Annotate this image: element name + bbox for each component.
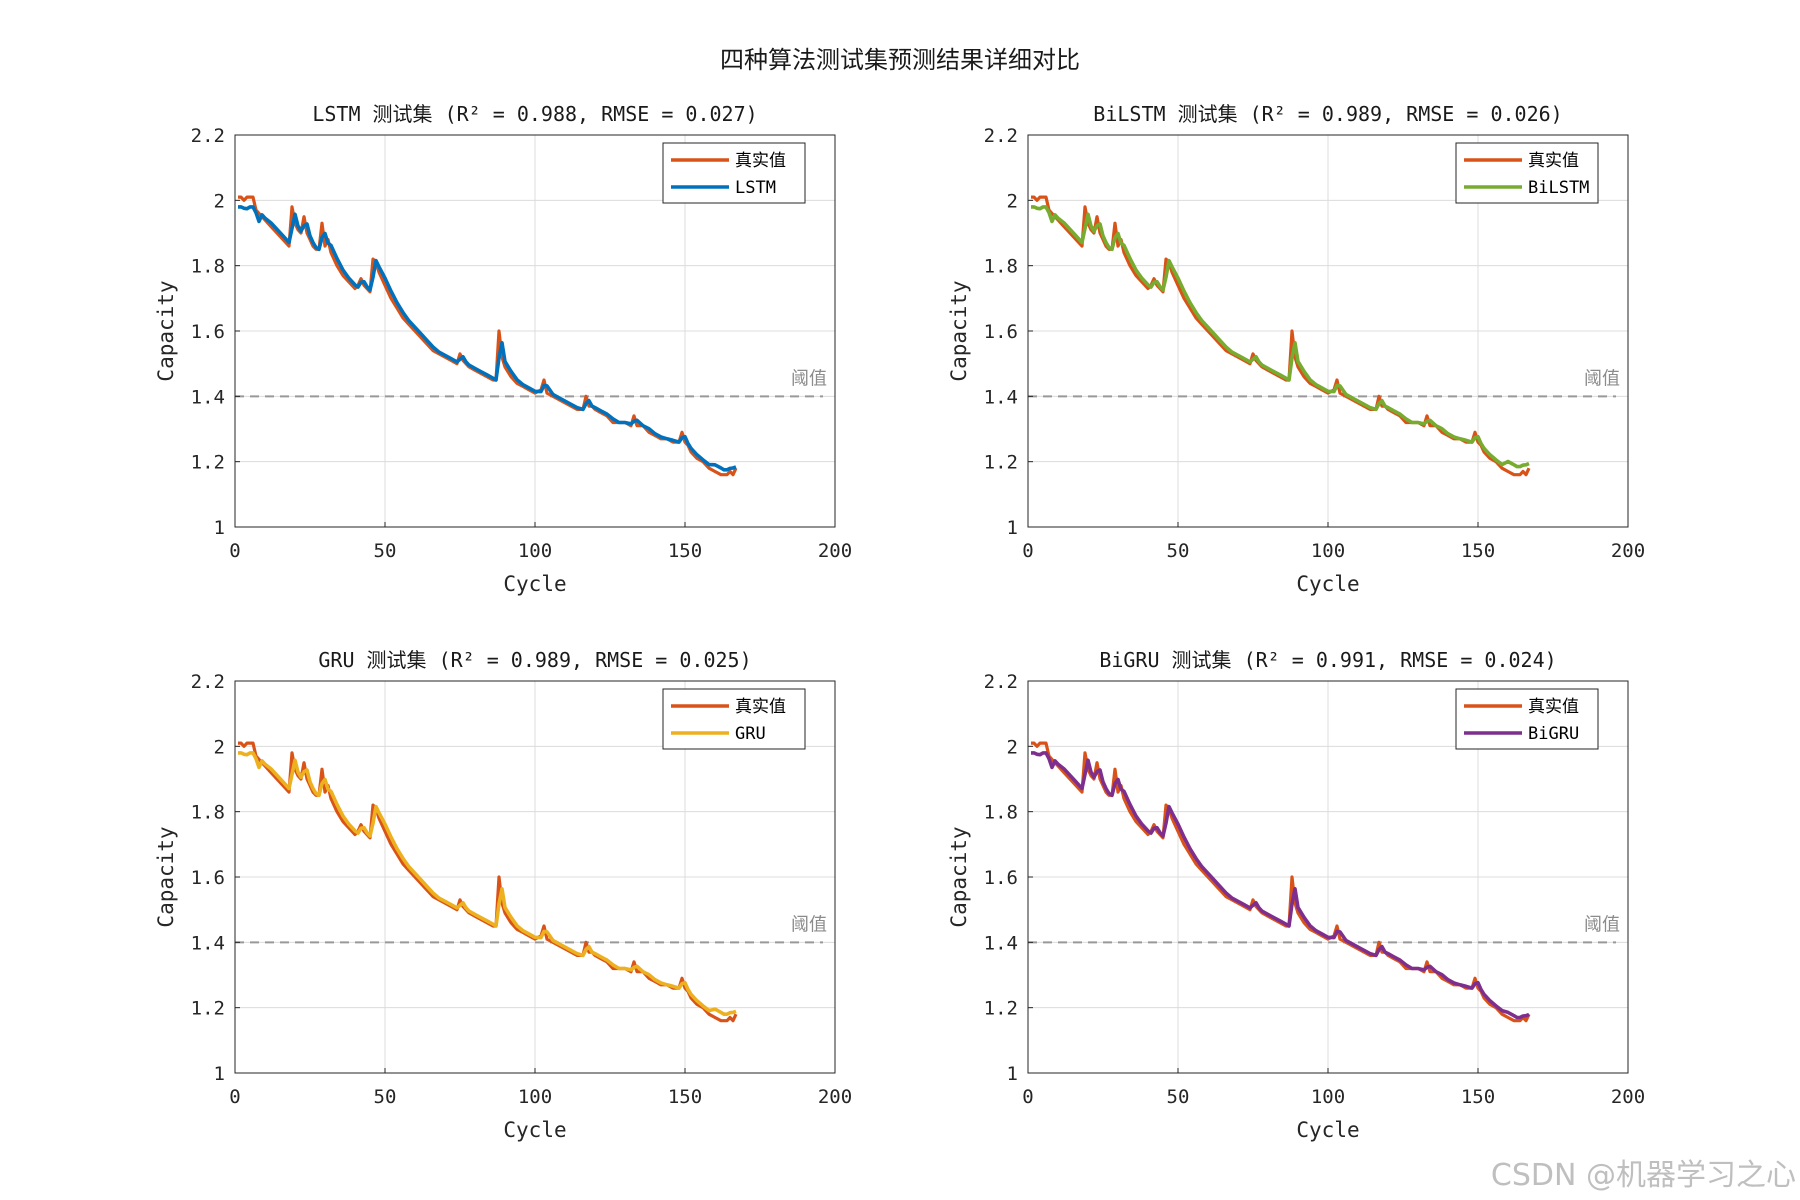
x-tick-label: 150 xyxy=(1461,1086,1495,1108)
legend-label: 真实值 xyxy=(735,697,786,717)
x-axis-label: Cycle xyxy=(503,1118,566,1142)
x-tick-label: 150 xyxy=(668,1086,702,1108)
y-axis-label: Capacity xyxy=(947,826,971,927)
y-tick-label: 1.4 xyxy=(191,386,225,408)
y-tick-label: 1 xyxy=(214,1063,225,1085)
y-tick-label: 2.2 xyxy=(984,125,1018,147)
y-tick-label: 1.2 xyxy=(984,998,1018,1020)
x-tick-label: 200 xyxy=(818,540,852,562)
y-tick-label: 1.4 xyxy=(984,932,1018,954)
legend-box xyxy=(1455,142,1599,204)
threshold-label: 阈值 xyxy=(791,368,827,389)
y-tick-label: 1.2 xyxy=(191,452,225,474)
x-axis-label: Cycle xyxy=(1296,572,1359,596)
threshold-label: 阈值 xyxy=(1584,368,1620,389)
panel-1: 阈值 0 50 100 150 200 1 1.2 1.4 1.6 1.8 2 2.2 Cycle Capa… xyxy=(154,102,852,596)
x-tick-label: 150 xyxy=(1461,540,1495,562)
x-tick-label: 0 xyxy=(1022,1086,1033,1108)
x-tick-label: 150 xyxy=(668,540,702,562)
x-tick-label: 100 xyxy=(518,1086,552,1108)
x-tick-label: 200 xyxy=(1611,1086,1645,1108)
series-line-pred xyxy=(1031,205,1530,469)
y-axis-label: Capacity xyxy=(154,826,178,927)
legend-label: 真实值 xyxy=(1528,151,1579,171)
y-axis-label: Capacity xyxy=(947,280,971,381)
x-tick-label: 100 xyxy=(1311,1086,1345,1108)
y-tick-label: 1.8 xyxy=(191,802,225,824)
y-tick-label: 1.8 xyxy=(984,256,1018,278)
legend-box xyxy=(662,688,806,750)
legend-label: GRU xyxy=(735,724,766,744)
x-tick-label: 50 xyxy=(1167,540,1190,562)
panel-title: BiLSTM 测试集 (R² = 0.989, RMSE = 0.026) xyxy=(1093,102,1562,126)
y-tick-label: 1 xyxy=(214,517,225,539)
y-tick-label: 2 xyxy=(214,190,225,212)
x-tick-label: 50 xyxy=(1167,1086,1190,1108)
y-tick-label: 1.4 xyxy=(984,386,1018,408)
x-tick-label: 0 xyxy=(229,540,240,562)
y-tick-label: 1.4 xyxy=(191,932,225,954)
y-tick-label: 1.6 xyxy=(191,867,225,889)
legend-label: BiLSTM xyxy=(1528,178,1589,198)
x-tick-label: 50 xyxy=(374,540,397,562)
panel-3: 阈值 0 50 100 150 200 1 1.2 1.4 1.6 1.8 2 2.2 Cycle Capa… xyxy=(154,648,852,1142)
y-tick-label: 1.6 xyxy=(984,867,1018,889)
y-tick-label: 2 xyxy=(1007,190,1018,212)
series-line-pred xyxy=(1031,751,1530,1020)
y-tick-label: 1.6 xyxy=(191,321,225,343)
series-line-pred xyxy=(238,205,737,472)
legend-label: BiGRU xyxy=(1528,724,1579,744)
panel-title: LSTM 测试集 (R² = 0.988, RMSE = 0.027) xyxy=(312,102,757,126)
x-tick-label: 100 xyxy=(518,540,552,562)
y-tick-label: 2 xyxy=(214,736,225,758)
y-tick-label: 2.2 xyxy=(191,125,225,147)
x-tick-label: 50 xyxy=(374,1086,397,1108)
panel-2: 阈值 0 50 100 150 200 1 1.2 1.4 1.6 1.8 2 2.2 Cycle Capa… xyxy=(947,102,1645,596)
threshold-label: 阈值 xyxy=(1584,914,1620,935)
x-tick-label: 0 xyxy=(229,1086,240,1108)
y-tick-label: 1 xyxy=(1007,517,1018,539)
series-line-pred xyxy=(238,751,737,1016)
legend-label: LSTM xyxy=(735,178,776,198)
figure-title: 四种算法测试集预测结果详细对比 xyxy=(720,46,1080,74)
legend-box xyxy=(1455,688,1599,750)
y-tick-label: 1.8 xyxy=(191,256,225,278)
threshold-label: 阈值 xyxy=(791,914,827,935)
x-axis-label: Cycle xyxy=(1296,1118,1359,1142)
x-tick-label: 200 xyxy=(1611,540,1645,562)
legend-box xyxy=(662,142,806,204)
y-tick-label: 2 xyxy=(1007,736,1018,758)
x-tick-label: 200 xyxy=(818,1086,852,1108)
y-tick-label: 1.6 xyxy=(984,321,1018,343)
y-tick-label: 1.8 xyxy=(984,802,1018,824)
x-tick-label: 100 xyxy=(1311,540,1345,562)
y-tick-label: 1.2 xyxy=(191,998,225,1020)
y-tick-label: 2.2 xyxy=(191,671,225,693)
x-tick-label: 0 xyxy=(1022,540,1033,562)
y-tick-label: 1 xyxy=(1007,1063,1018,1085)
y-tick-label: 1.2 xyxy=(984,452,1018,474)
panel-4: 阈值 0 50 100 150 200 1 1.2 1.4 1.6 1.8 2 2.2 Cycle Capa… xyxy=(947,648,1645,1142)
y-axis-label: Capacity xyxy=(154,280,178,381)
panel-title: BiGRU 测试集 (R² = 0.991, RMSE = 0.024) xyxy=(1099,648,1556,672)
legend-label: 真实值 xyxy=(735,151,786,171)
legend-label: 真实值 xyxy=(1528,697,1579,717)
x-axis-label: Cycle xyxy=(503,572,566,596)
watermark: CSDN @机器学习之心 xyxy=(1490,1158,1796,1193)
panel-title: GRU 测试集 (R² = 0.989, RMSE = 0.025) xyxy=(318,648,751,672)
y-tick-label: 2.2 xyxy=(984,671,1018,693)
